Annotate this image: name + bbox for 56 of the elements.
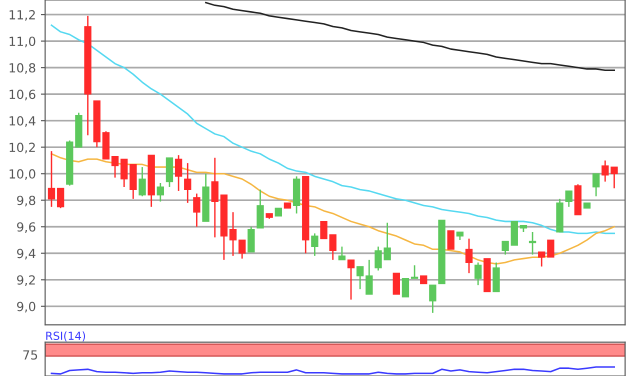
- candlestick: [565, 190, 572, 208]
- y-tick-label: 10,8: [10, 63, 36, 74]
- candlestick: [338, 246, 346, 261]
- y-tick-label: 10,2: [10, 142, 35, 154]
- y-tick-label: 10,6: [10, 90, 36, 100]
- candlestick: [447, 230, 454, 250]
- candlestick: [547, 240, 554, 258]
- candlestick: [56, 188, 64, 209]
- candlestick: [138, 166, 146, 197]
- y-tick-label: 11,2: [10, 10, 35, 21]
- line-series: [50, 24, 615, 234]
- candlestick: [592, 173, 600, 197]
- candlestick: [356, 266, 364, 290]
- candlestick: [193, 192, 200, 228]
- y-tick-label: 9,4: [17, 248, 36, 260]
- candlestick: [256, 188, 264, 229]
- line-series: [205, 2, 615, 72]
- candlestick: [111, 156, 119, 178]
- candlestick: [465, 238, 473, 274]
- candlestick: [229, 211, 237, 257]
- candlestick: [184, 162, 192, 204]
- candlestick: [602, 160, 609, 182]
- candlestick: [120, 158, 128, 188]
- candlestick: [474, 262, 482, 286]
- chart-title: RSI(14): [46, 331, 86, 342]
- candlestick: [329, 234, 336, 261]
- candlestick: [248, 226, 255, 253]
- y-tick-label: 9,8: [17, 196, 36, 206]
- candlestick: [502, 240, 509, 256]
- candlestick: [410, 264, 418, 280]
- candlestick: [366, 259, 373, 296]
- candlestick: [311, 232, 318, 257]
- y-tick-label: 9,2: [17, 275, 35, 286]
- candlestick: [402, 278, 410, 298]
- candlestick: [211, 157, 218, 238]
- candlestick: [174, 154, 182, 192]
- candlestick: [48, 150, 56, 208]
- candlestick: [238, 239, 246, 260]
- candlestick: [392, 272, 400, 295]
- y-tick-label: 9,0: [17, 302, 36, 313]
- candlestick: [347, 259, 355, 300]
- candlestick: [528, 231, 536, 256]
- candlestick: [429, 284, 436, 314]
- y-tick-label: 10,4: [10, 116, 36, 127]
- candlestick: [320, 221, 328, 240]
- candlestick: [510, 221, 518, 246]
- y-tick-label: 10,0: [10, 169, 36, 180]
- y-tick-label: 11,0: [10, 36, 36, 48]
- candlestick: [156, 182, 164, 202]
- candlestick: [166, 157, 174, 188]
- line-series: [50, 153, 615, 265]
- text: 75: [23, 350, 38, 360]
- y-tick-label: 9,6: [17, 222, 36, 233]
- candlestick: [492, 262, 500, 292]
- candlestick: [610, 166, 618, 189]
- candlestick: [538, 251, 546, 268]
